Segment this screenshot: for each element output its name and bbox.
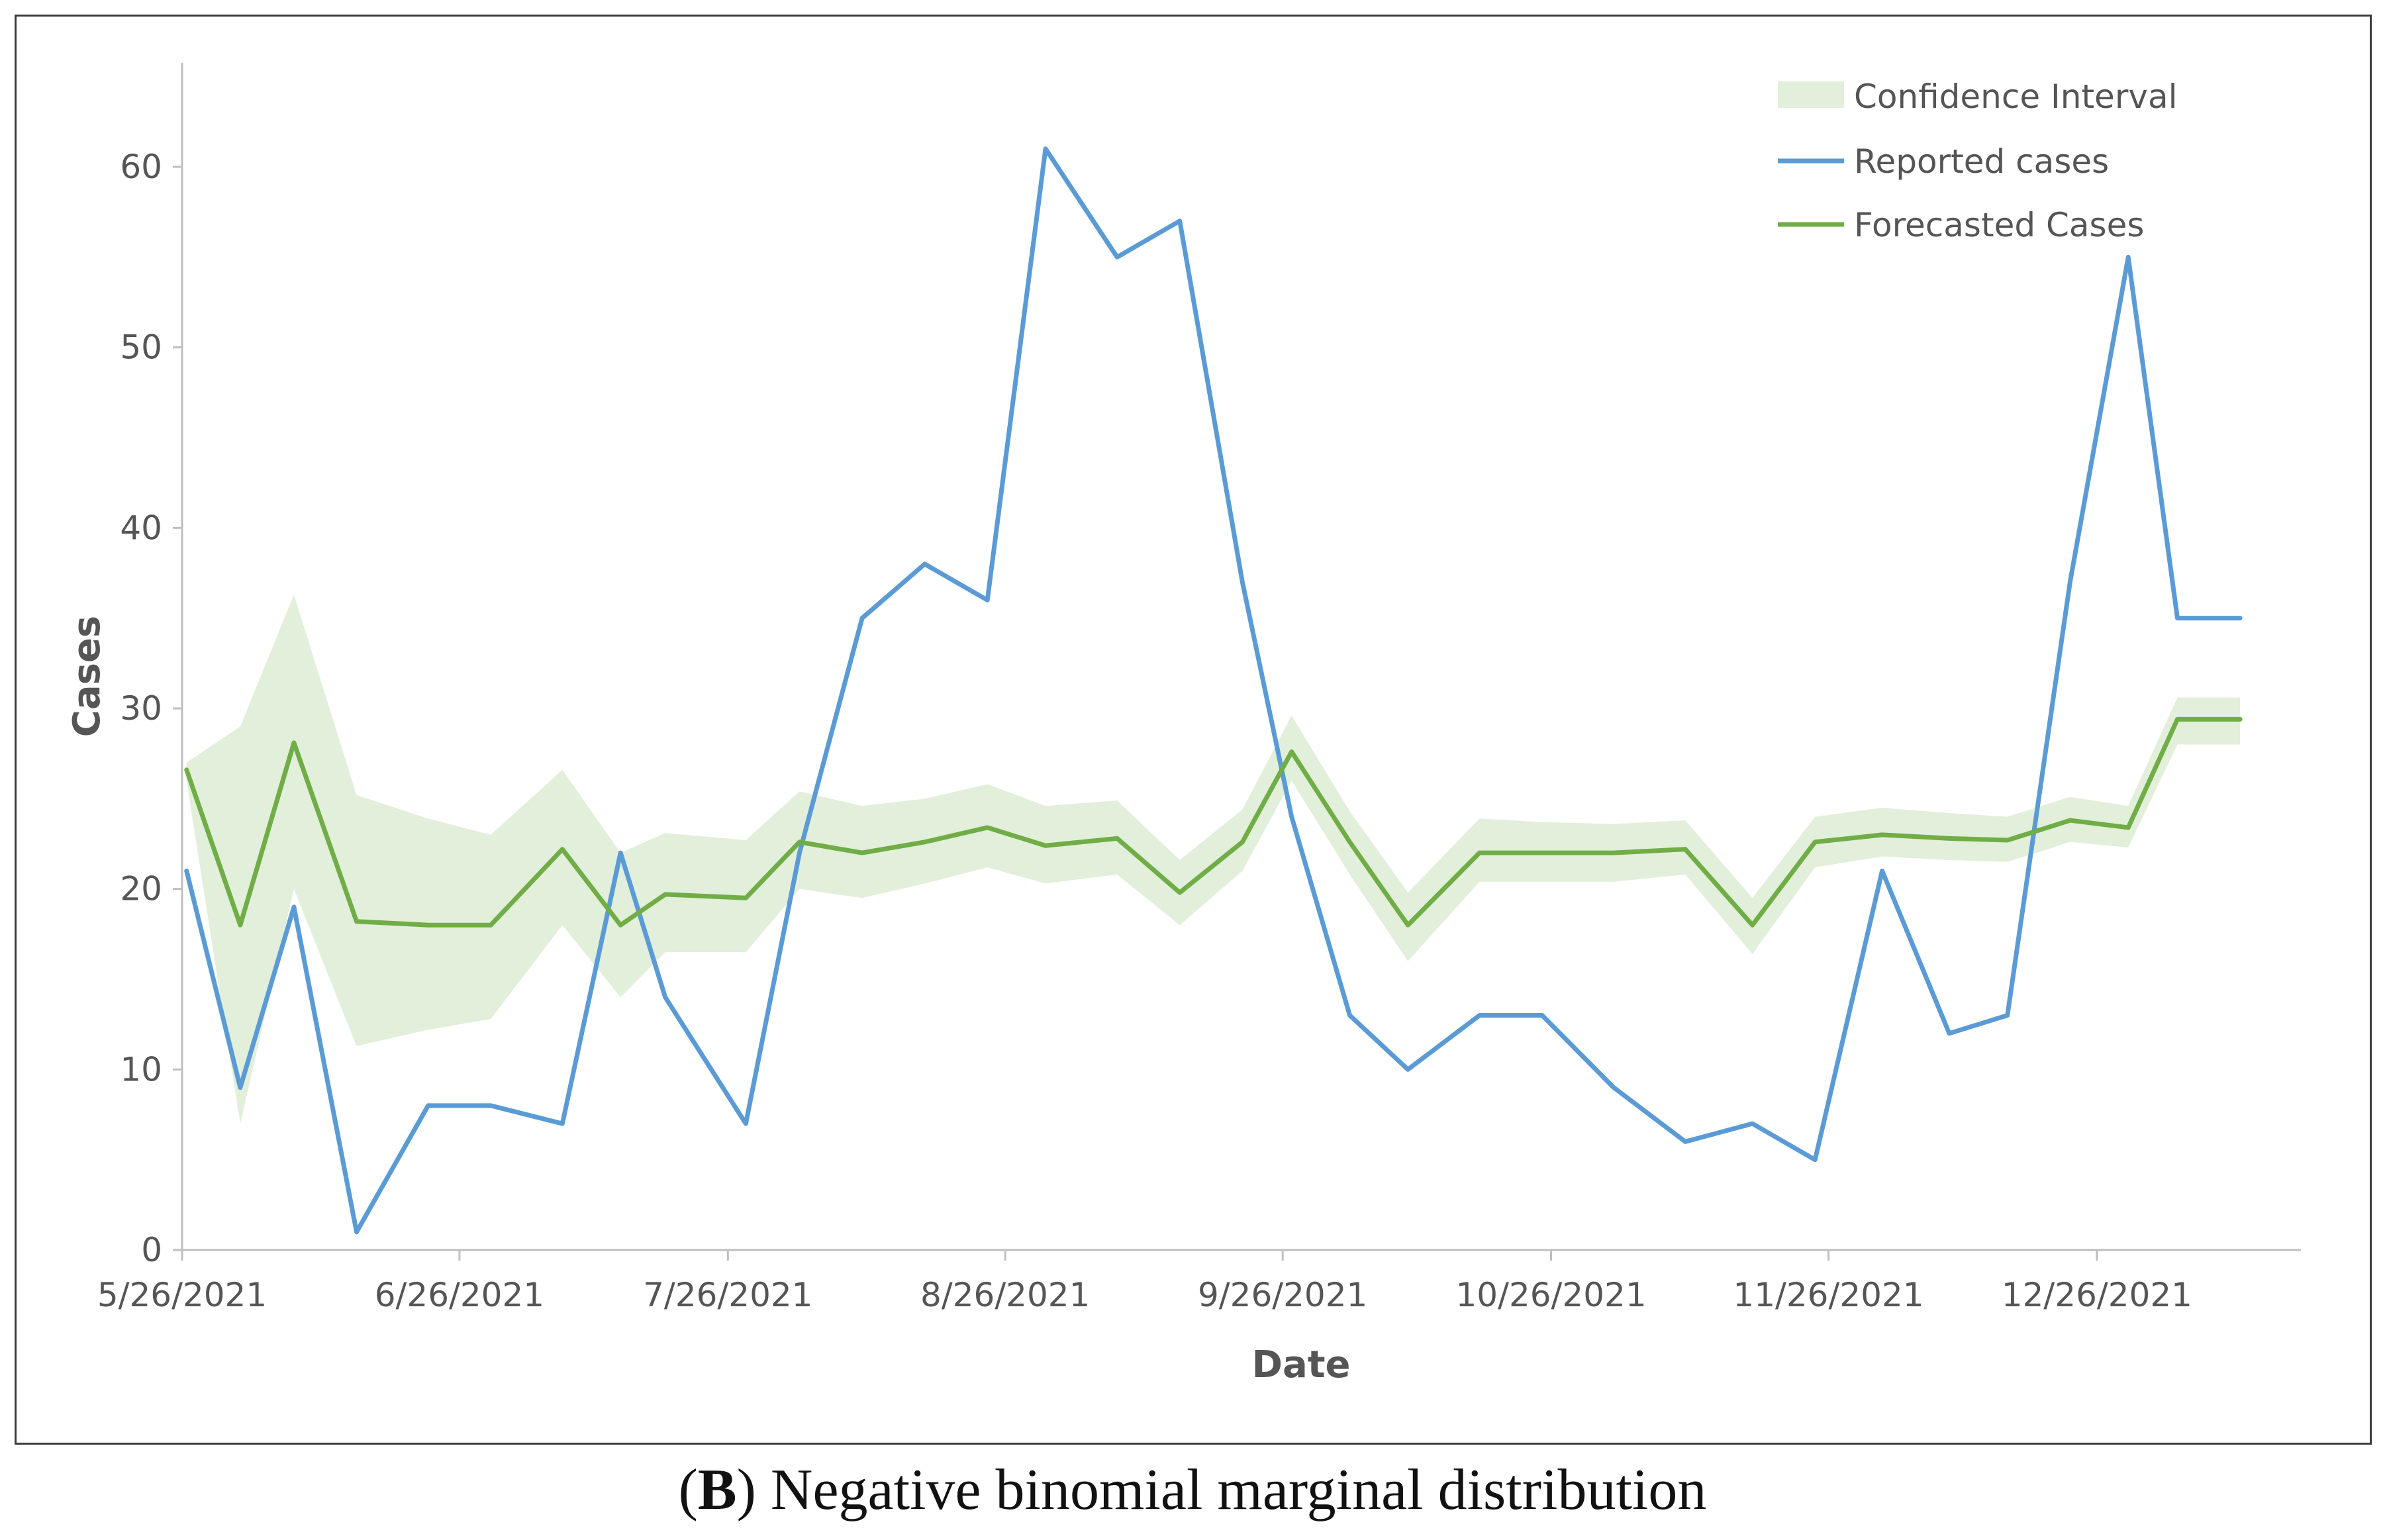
x-axis-title: Date bbox=[1251, 1343, 1350, 1386]
y-tick-label: 10 bbox=[120, 1050, 162, 1088]
caption-letter: B bbox=[697, 1458, 737, 1522]
x-tick-label: 11/26/2021 bbox=[1733, 1276, 1923, 1314]
y-tick-label: 0 bbox=[141, 1231, 162, 1269]
chart-frame: 0 10 20 30 40 50 60 5/26/2021 6/26/2021 7/26/2021… bbox=[15, 15, 2372, 1445]
legend-label: Confidence Interval bbox=[1854, 77, 2178, 116]
forecast-series-line bbox=[184, 716, 2243, 928]
x-tick-label: 6/26/2021 bbox=[375, 1276, 544, 1314]
y-tick-label: 60 bbox=[120, 148, 162, 186]
x-tick-label: 10/26/2021 bbox=[1455, 1276, 1646, 1314]
y-axis-title: Cases bbox=[66, 616, 109, 738]
figure-caption: (B) Negative binomial marginal distribut… bbox=[678, 1458, 1707, 1522]
legend-label: Reported cases bbox=[1854, 142, 2109, 181]
x-tick-label: 9/26/2021 bbox=[1198, 1276, 1367, 1314]
axes: 0 10 20 30 40 50 60 5/26/2021 6/26/2021 7/26/2021… bbox=[97, 63, 2301, 1314]
reported-series-line bbox=[184, 146, 2243, 1235]
confidence-interval-band bbox=[186, 595, 2241, 1124]
legend-label: Forecasted Cases bbox=[1854, 206, 2144, 244]
y-tick-label: 30 bbox=[120, 689, 162, 728]
x-tick-label: 12/26/2021 bbox=[2002, 1276, 2192, 1314]
caption-text: Negative binomial marginal distribution bbox=[770, 1458, 1707, 1522]
legend-swatch-confidence-interval bbox=[1778, 81, 1844, 108]
x-tick-label: 5/26/2021 bbox=[97, 1276, 267, 1314]
confidence-interval-area bbox=[186, 595, 2241, 1124]
series-lines bbox=[184, 146, 2243, 1235]
x-tick-label: 7/26/2021 bbox=[643, 1276, 812, 1314]
y-tick-label: 20 bbox=[120, 870, 162, 908]
legend: Confidence Interval Reported cases Forecas… bbox=[1778, 77, 2178, 244]
y-tick-label: 40 bbox=[120, 508, 162, 547]
y-tick-label: 50 bbox=[120, 328, 162, 367]
x-tick-label: 8/26/2021 bbox=[920, 1276, 1090, 1314]
line-chart: 0 10 20 30 40 50 60 5/26/2021 6/26/2021 7/26/2021… bbox=[66, 63, 2301, 1386]
